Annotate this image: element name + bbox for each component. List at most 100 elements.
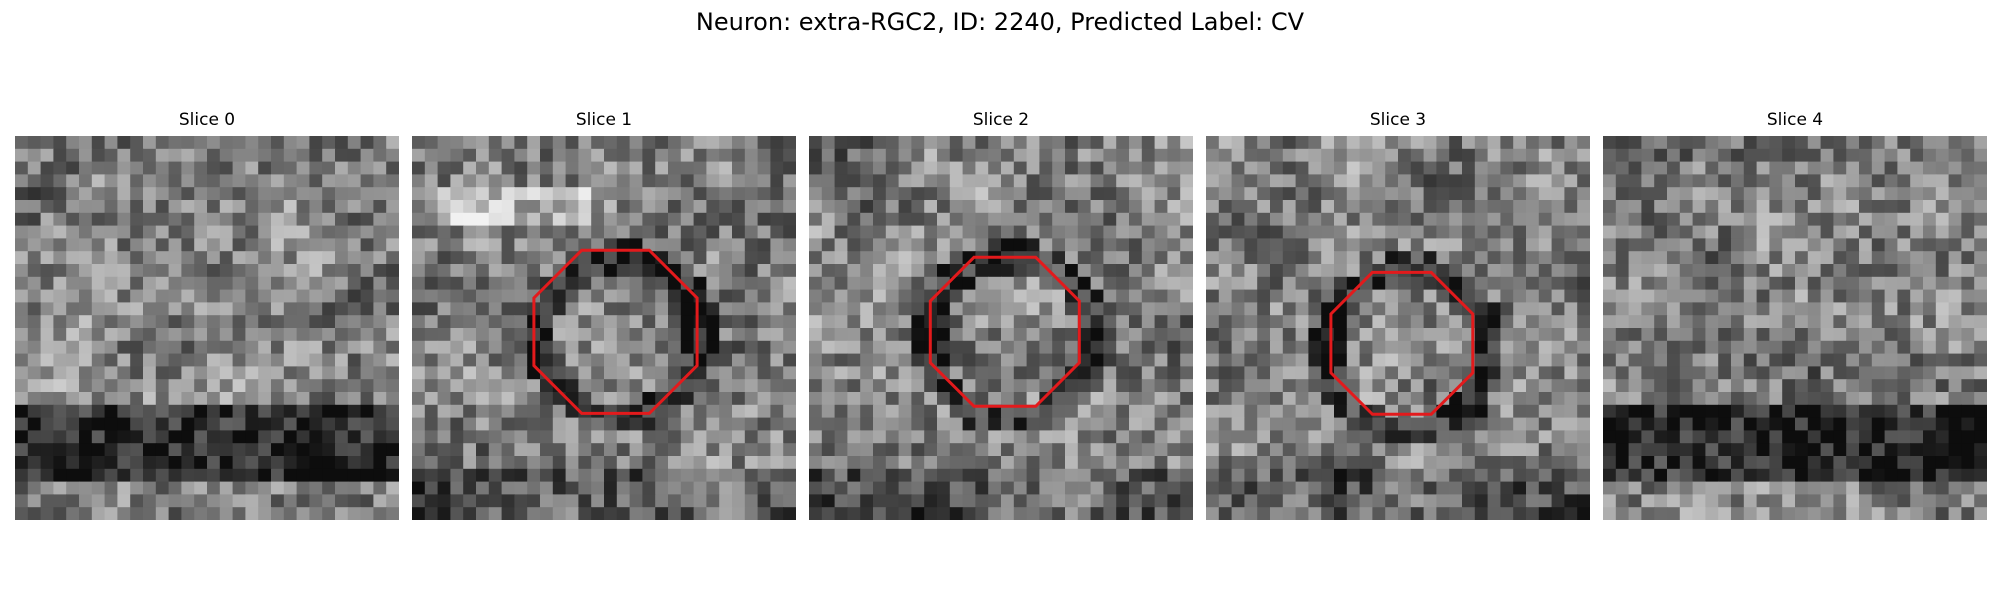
pixel [1615, 238, 1630, 252]
pixel [540, 494, 554, 508]
pixel [949, 404, 964, 419]
pixel [1859, 212, 1873, 227]
pixel [66, 238, 80, 252]
pixel [578, 264, 592, 278]
pixel [1308, 225, 1322, 239]
pixel [1077, 481, 1092, 495]
pixel [501, 276, 515, 291]
pixel [1334, 136, 1348, 150]
pixel [1795, 392, 1809, 406]
pixel [616, 238, 631, 252]
pixel [1538, 289, 1553, 303]
pixel [565, 443, 579, 457]
pixel [680, 443, 695, 457]
pixel [1026, 379, 1040, 393]
pixel [501, 225, 515, 239]
pixel [104, 200, 118, 214]
pixel [1334, 225, 1348, 239]
pixel [719, 187, 733, 201]
pixel [1180, 161, 1193, 175]
pixel [873, 468, 887, 483]
pixel [1116, 494, 1130, 508]
pixel [91, 494, 106, 508]
pixel [693, 404, 707, 419]
pixel [130, 187, 144, 201]
pixel [1359, 161, 1373, 175]
pixel [1052, 494, 1066, 508]
pixel [949, 148, 964, 163]
pixel [194, 174, 208, 188]
pixel [1423, 187, 1437, 201]
pixel [1679, 148, 1694, 163]
pixel [975, 366, 989, 380]
pixel [680, 430, 695, 444]
pixel [155, 251, 170, 265]
pixel [245, 443, 259, 457]
pixel [245, 379, 259, 393]
pixel [360, 264, 374, 278]
pixel [962, 225, 976, 239]
pixel [207, 328, 221, 342]
pixel [1026, 289, 1040, 303]
pixel [1615, 161, 1630, 175]
pixel [1500, 328, 1514, 342]
pixel [988, 481, 1002, 495]
pixel [1705, 302, 1719, 316]
pixel [1449, 225, 1463, 239]
pixel [245, 481, 259, 495]
pixel [1129, 443, 1143, 457]
pixel [898, 404, 912, 419]
pixel [15, 289, 29, 303]
pixel [540, 161, 554, 175]
pixel [347, 148, 362, 163]
pixel [1718, 404, 1732, 419]
pixel [1692, 136, 1706, 150]
pixel [911, 264, 925, 278]
pixel [1820, 174, 1834, 188]
pixel [1257, 161, 1271, 175]
pixel [424, 379, 439, 393]
pixel [1013, 187, 1028, 201]
pixel [1013, 136, 1028, 150]
pixel [1884, 494, 1898, 508]
pixel [1180, 353, 1193, 367]
pixel [975, 148, 989, 163]
pixel [245, 161, 259, 175]
pixel [937, 212, 951, 227]
pixel [706, 161, 720, 175]
pixel [1795, 276, 1809, 291]
pixel [1334, 507, 1348, 520]
pixel [1270, 148, 1284, 163]
pixel [424, 392, 439, 406]
pixel [604, 340, 618, 355]
pixel [1077, 328, 1092, 342]
pixel [732, 340, 746, 355]
pixel [283, 225, 298, 239]
pixel [296, 404, 310, 419]
pixel [924, 161, 938, 175]
pixel [1257, 443, 1271, 457]
pixel [693, 443, 707, 457]
pixel [1974, 187, 1987, 201]
pixel [232, 225, 246, 239]
pixel [655, 174, 669, 188]
pixel [1180, 289, 1193, 303]
pixel [1641, 430, 1655, 444]
pixel [181, 404, 195, 419]
pixel [1948, 366, 1962, 380]
pixel [1641, 238, 1655, 252]
pixel [1692, 200, 1706, 214]
pixel [1334, 366, 1348, 380]
pixel [1679, 328, 1694, 342]
pixel [1039, 481, 1053, 495]
pixel [66, 481, 80, 495]
pixel [1820, 136, 1834, 150]
pixel [347, 494, 362, 508]
pixel [1820, 200, 1834, 214]
pixel [91, 443, 106, 457]
pixel [1282, 251, 1297, 265]
pixel [27, 136, 42, 150]
pixel [232, 148, 246, 163]
pixel [155, 404, 170, 419]
pixel [1731, 430, 1745, 444]
